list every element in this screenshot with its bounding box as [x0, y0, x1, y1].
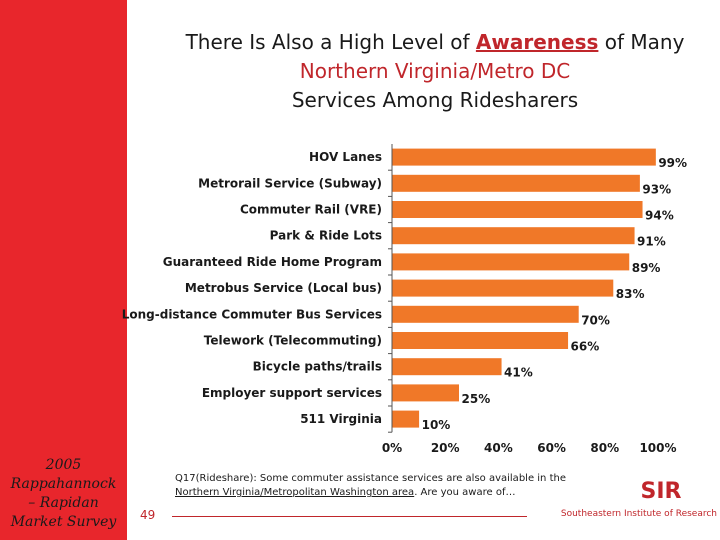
chart-category-labels: HOV Lanes Metrorail Service (Subway) Commu…: [122, 150, 382, 426]
x-tick-label: 20%: [431, 441, 460, 455]
survey-label: 2005 Rappahannock – Rapidan Market Surve…: [0, 456, 127, 532]
category-label: Bicycle paths/trails: [253, 360, 382, 374]
title-highlight-awareness: Awareness: [475, 30, 599, 54]
page-number: 49: [140, 508, 156, 522]
note-line-2: . Are you aware of…: [414, 487, 516, 498]
x-tick-label: 40%: [484, 441, 513, 455]
category-label: Metrorail Service (Subway): [198, 176, 382, 190]
data-label: 10%: [422, 418, 451, 432]
x-tick-label: 80%: [590, 441, 619, 455]
note-line-1: Q17(Rideshare): Some commuter assistance…: [175, 473, 566, 484]
survey-region-2: – Rapidan: [28, 495, 99, 511]
chart-axis: [388, 144, 393, 433]
footer-divider: [172, 516, 527, 517]
chart-bars: [392, 148, 656, 428]
bar: [392, 253, 630, 271]
bar: [392, 358, 502, 376]
data-label: 93%: [642, 182, 671, 196]
bar: [392, 227, 635, 245]
category-label: 511 Virginia: [300, 412, 382, 426]
bar: [392, 384, 459, 402]
data-label: 66%: [571, 340, 600, 354]
sir-logo-text: SIR: [641, 479, 682, 504]
x-tick-label: 0%: [382, 441, 402, 455]
bar: [392, 201, 643, 218]
category-label: Guaranteed Ride Home Program: [163, 255, 382, 269]
data-label: 41%: [504, 366, 533, 380]
category-label: Metrobus Service (Local bus): [185, 281, 382, 295]
bar: [392, 305, 579, 323]
chart-value-labels: 99% 93% 94% 91% 89% 83% 70% 66% 41% 25% 10%: [422, 156, 687, 432]
bar: [392, 279, 614, 297]
category-label: Park & Ride Lots: [270, 229, 382, 243]
category-label: HOV Lanes: [309, 150, 382, 164]
bar: [392, 174, 640, 192]
survey-region-1: Rappahannock: [10, 476, 117, 492]
slide-title: There Is Also a High Level of Awareness …: [150, 28, 720, 115]
data-label: 70%: [581, 313, 610, 327]
sir-logo: SIR: [641, 479, 682, 504]
survey-year: 2005: [45, 457, 82, 473]
bar: [392, 410, 420, 428]
category-label: Telework (Telecommuting): [204, 334, 382, 348]
category-label: Employer support services: [202, 386, 382, 400]
x-tick-label: 100%: [639, 441, 676, 455]
survey-type: Market Survey: [10, 514, 117, 530]
sidebar: [0, 0, 127, 540]
question-note: Q17(Rideshare): Some commuter assistance…: [175, 472, 605, 500]
data-label: 83%: [616, 287, 645, 301]
title-highlight-region: Northern Virginia/Metro DC: [299, 59, 571, 83]
data-label: 94%: [645, 209, 674, 223]
note-region: Northern Virginia/Metropolitan Washingto…: [175, 487, 415, 498]
category-label: Commuter Rail (VRE): [240, 203, 382, 217]
x-tick-label: 60%: [537, 441, 566, 455]
bar: [392, 148, 656, 166]
data-label: 25%: [462, 392, 491, 406]
category-label: Long-distance Commuter Bus Services: [122, 307, 382, 321]
data-label: 89%: [632, 261, 661, 275]
bar: [392, 332, 569, 349]
title-part-2: of Many: [598, 30, 685, 54]
data-label: 91%: [637, 235, 666, 249]
title-part-1: There Is Also a High Level of: [185, 30, 476, 54]
organization-name: Southeastern Institute of Research: [560, 509, 717, 519]
title-part-3: Services Among Ridesharers: [291, 88, 579, 112]
chart-tick-labels: 0% 20% 40% 60% 80% 100%: [382, 441, 677, 455]
data-label: 99%: [658, 156, 687, 170]
